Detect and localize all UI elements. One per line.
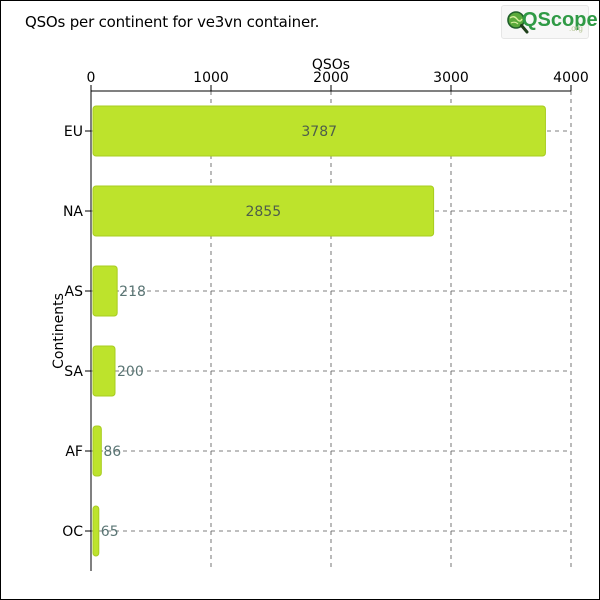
logo-wordmark: QScope (522, 9, 598, 31)
magnifier-globe-icon (507, 11, 529, 34)
bar-eu (92, 105, 546, 157)
logo-suffix: .org (569, 24, 583, 33)
y-tick-label-af: AF (65, 444, 83, 460)
bar-value-label-eu: 3787 (301, 124, 337, 140)
y-tick-label-eu: EU (64, 124, 83, 140)
bar-value-label-oc: 65 (101, 524, 119, 540)
x-tick-label: 0 (87, 70, 96, 86)
x-tick-label: 3000 (433, 70, 469, 86)
y-tick-label-na: NA (63, 204, 83, 220)
bar-af (92, 425, 102, 477)
y-tick-label-as: AS (65, 284, 84, 300)
y-tick-label-sa: SA (64, 364, 83, 380)
bar-sa (92, 345, 116, 397)
bar-value-label-af: 86 (103, 444, 121, 460)
chart-title: QSOs per continent for ve3vn container. (25, 13, 320, 31)
y-axis-title: Continents (51, 293, 67, 369)
bar-value-label-as: 218 (119, 284, 146, 300)
x-tick-label: 4000 (553, 70, 589, 86)
bar-oc (92, 505, 100, 557)
bar-value-label-sa: 200 (117, 364, 144, 380)
x-axis-title: QSOs (312, 57, 350, 73)
x-tick-label: 2000 (313, 70, 349, 86)
x-tick-label: 1000 (193, 70, 229, 86)
bar-as (92, 265, 118, 317)
y-tick-label-oc: OC (62, 524, 83, 540)
bar-na (92, 185, 435, 237)
bar-value-label-na: 2855 (245, 204, 281, 220)
qscope-logo[interactable]: QScope .org (501, 5, 598, 39)
